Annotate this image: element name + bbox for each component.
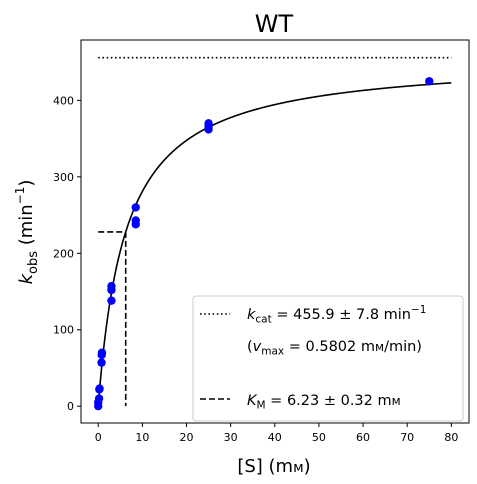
x-axis-title-main: [S] (m bbox=[237, 456, 293, 477]
legend-km-label: KM = 6.23 ± 0.32 mм bbox=[247, 393, 401, 412]
x-tick-label: 0 bbox=[95, 431, 102, 444]
data-point bbox=[95, 384, 104, 393]
y-tick-label: 400 bbox=[53, 94, 74, 107]
legend-vmax-v: v bbox=[253, 339, 262, 355]
y-axis-title-k: k bbox=[16, 272, 37, 284]
legend-kcat-sup: −1 bbox=[411, 304, 426, 316]
plot-area: 0 10 20 30 40 50 60 70 80 0 100 200 300 400 bbox=[53, 39, 470, 444]
data-point bbox=[131, 203, 140, 212]
data-point bbox=[107, 296, 116, 305]
legend-vmax-label: (vmax = 0.5802 mм/min) bbox=[247, 339, 422, 358]
y-axis-title-sup: −1 bbox=[13, 187, 27, 205]
y-tick-label: 200 bbox=[53, 247, 74, 260]
y-tick-label: 0 bbox=[67, 400, 74, 413]
x-tick-label: 20 bbox=[179, 431, 193, 444]
data-point bbox=[94, 394, 104, 403]
line-layer bbox=[97, 56, 452, 407]
michaelis-menten-fit-curve bbox=[97, 82, 452, 407]
x-tick-label: 80 bbox=[444, 431, 458, 444]
legend-km-unit: м bbox=[392, 394, 401, 408]
x-tick-label: 70 bbox=[400, 431, 414, 444]
legend-vmax-text: = 0.5802 m bbox=[284, 339, 375, 355]
data-point bbox=[97, 348, 107, 357]
x-tick-label: 10 bbox=[135, 431, 149, 444]
chart-title: WT bbox=[255, 10, 294, 38]
y-axis-title-sub: obs bbox=[26, 251, 41, 274]
x-axis-title: [S] (mм) bbox=[237, 456, 310, 477]
legend-vmax-tail: /min) bbox=[384, 339, 422, 355]
data-point bbox=[204, 119, 213, 128]
x-tick-label: 50 bbox=[312, 431, 326, 444]
legend-kcat-text: = 455.9 ± 7.8 min bbox=[272, 307, 411, 323]
data-point bbox=[131, 216, 140, 225]
plot-frame bbox=[80, 39, 470, 424]
point-layer bbox=[94, 77, 434, 411]
legend-box bbox=[192, 295, 464, 422]
legend-kcat-label: kcat = 455.9 ± 7.8 min−1 bbox=[247, 304, 426, 326]
data-point bbox=[107, 281, 116, 291]
x-axis-title-unit: м bbox=[293, 460, 304, 476]
y-axis-title-main: (min bbox=[16, 204, 37, 251]
x-axis-title-close: ) bbox=[304, 456, 311, 477]
legend-vmax-sub: max bbox=[261, 346, 284, 358]
y-tick-label: 300 bbox=[53, 171, 74, 184]
legend-km-text: = 6.23 ± 0.32 m bbox=[266, 393, 392, 409]
x-tick-label: 30 bbox=[224, 431, 238, 444]
legend: kcat = 455.9 ± 7.8 min−1 (vmax = 0.5802 … bbox=[192, 295, 464, 422]
legend-km-k: K bbox=[247, 393, 258, 409]
y-axis-title: kobs (min−1) bbox=[13, 180, 41, 285]
x-tick-label: 60 bbox=[356, 431, 370, 444]
data-point bbox=[425, 77, 434, 86]
y-tick-label: 100 bbox=[53, 324, 74, 337]
legend-kcat-k: k bbox=[247, 307, 256, 323]
legend-kcat-sub: cat bbox=[255, 314, 271, 326]
legend-km-sub: M bbox=[257, 400, 266, 412]
tick-layer: 0 10 20 30 40 50 60 70 80 0 100 200 300 400 bbox=[53, 94, 458, 444]
y-axis-title-close: ) bbox=[16, 180, 37, 187]
legend-vmax-unit: м bbox=[375, 340, 384, 354]
legend-vmax-open: ( bbox=[247, 339, 253, 355]
x-tick-label: 40 bbox=[268, 431, 282, 444]
data-point bbox=[97, 358, 106, 367]
